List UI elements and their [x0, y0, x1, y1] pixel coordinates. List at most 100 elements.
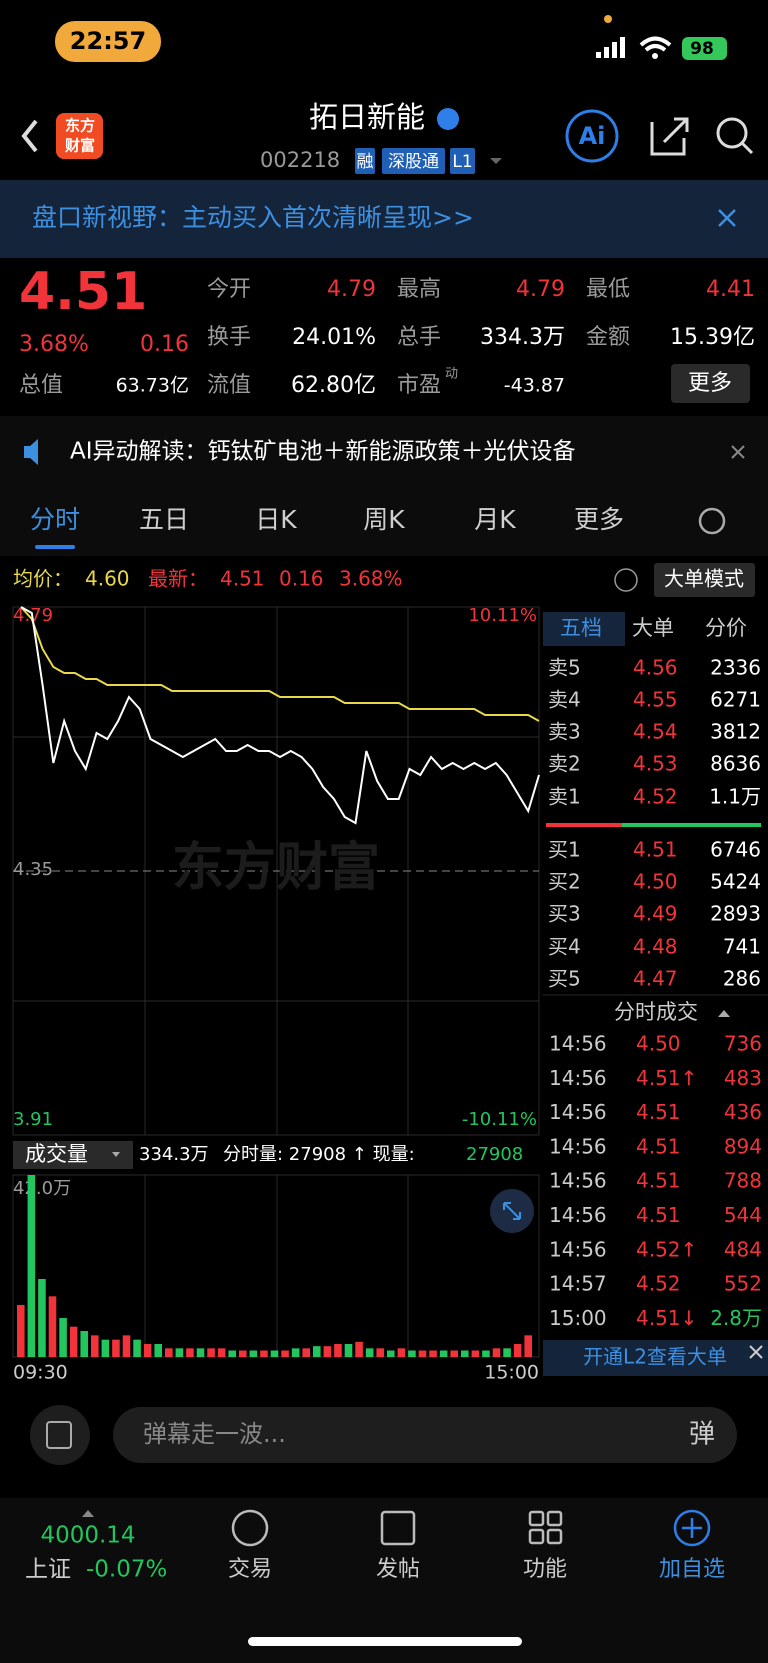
change-pct: 3.68%	[19, 332, 89, 357]
book-divider-green	[622, 823, 761, 827]
book-tab[interactable]: 五档	[560, 616, 602, 640]
mode-text[interactable]: 大单模式	[664, 567, 744, 591]
vol-label-bg[interactable]	[13, 1141, 133, 1169]
danmu-icon[interactable]: 弹	[689, 1420, 715, 1450]
nav-item[interactable]: 功能	[523, 1557, 567, 1582]
book-price: 4.51	[633, 838, 678, 862]
trade-price: 4.51	[636, 1203, 681, 1227]
tab[interactable]: 五日	[139, 505, 189, 534]
vol-bar	[112, 1339, 120, 1357]
vol-bar	[91, 1335, 99, 1357]
vol-bar	[513, 1344, 522, 1357]
more-text[interactable]: 更多	[688, 371, 732, 396]
avg-label: 均价：	[13, 567, 73, 591]
battery-level: 98	[690, 39, 714, 59]
nav-item[interactable]: 交易	[228, 1557, 272, 1582]
expand-icon	[503, 1202, 521, 1220]
ai-close[interactable]	[731, 445, 745, 459]
settings[interactable]	[698, 507, 726, 535]
nav-item[interactable]: 加自选	[659, 1557, 725, 1582]
vol-bar	[439, 1350, 448, 1357]
tab[interactable]: 周K	[363, 505, 405, 534]
vol-max: 42.0万	[13, 1178, 71, 1199]
field-label: 总手	[397, 325, 441, 350]
clock: 22:57	[70, 27, 146, 55]
tab[interactable]: 分时	[30, 505, 80, 534]
search-handle	[740, 141, 754, 155]
more-button[interactable]	[671, 364, 750, 403]
mode-button[interactable]	[654, 563, 755, 597]
trade-time: 14:56	[549, 1032, 607, 1056]
vol-bar	[133, 1339, 141, 1357]
add-plus	[682, 1518, 702, 1538]
trade-vol: 483	[724, 1066, 762, 1090]
tab[interactable]: 月K	[474, 505, 516, 534]
trades-title: 分时成交	[614, 1000, 698, 1024]
nav-item[interactable]: 发帖	[376, 1557, 420, 1582]
field-value: 4.79	[327, 277, 376, 302]
book-tab[interactable]: 大单	[632, 616, 674, 640]
book-vol: 1.1万	[709, 785, 761, 809]
trade-vol: 544	[724, 1203, 762, 1227]
search[interactable]	[716, 117, 748, 149]
comment-input[interactable]	[113, 1407, 737, 1463]
book-price: 4.53	[633, 752, 678, 776]
trade-vol: 736	[724, 1032, 762, 1056]
ai-button[interactable]	[565, 109, 619, 163]
field-value: 24.01%	[292, 325, 376, 350]
vol-bar	[27, 1175, 36, 1357]
vol-bar	[281, 1350, 289, 1357]
trade-vol: 788	[724, 1169, 762, 1193]
book-tab[interactable]: 分价	[705, 616, 747, 640]
field-value: 15.39亿	[670, 325, 755, 350]
field-value: 62.80亿	[291, 373, 376, 398]
y-label: 3.91	[13, 1109, 53, 1130]
ai-notice[interactable]: AI异动解读：钙钛矿电池＋新能源政策＋光伏设备	[70, 439, 576, 465]
help[interactable]	[614, 568, 638, 592]
tag-text: 融	[357, 152, 374, 172]
vol-bar	[503, 1348, 511, 1357]
book-name: 买2	[548, 870, 581, 894]
banner-bg[interactable]	[0, 180, 768, 258]
vol-bar	[376, 1348, 384, 1357]
vol-bar	[154, 1344, 162, 1357]
banner-close[interactable]	[718, 209, 736, 227]
trades-caret	[718, 1010, 730, 1017]
book-tab-active	[543, 612, 625, 646]
comment-placeholder[interactable]: 弹幕走一波...	[143, 1420, 286, 1448]
time-end: 15:00	[484, 1362, 539, 1384]
wifi-dot	[652, 53, 658, 59]
vol-bar	[429, 1350, 437, 1357]
trade-vol: 552	[724, 1272, 762, 1296]
trade-icon	[231, 1509, 269, 1547]
book-vol: 8636	[710, 752, 761, 776]
l2-bg[interactable]	[543, 1340, 768, 1376]
l2-close[interactable]	[749, 1345, 763, 1359]
time-pill	[55, 21, 161, 62]
vol-bar	[17, 1305, 25, 1357]
index-value[interactable]: 4000.14	[40, 1523, 135, 1549]
field-value: -43.87	[504, 375, 565, 397]
field-label: 流值	[207, 373, 251, 398]
vol-bar	[196, 1348, 205, 1357]
field-label: 总值	[19, 373, 63, 398]
dropdown[interactable]	[490, 158, 502, 164]
tab[interactable]: 更多	[574, 505, 624, 534]
vol-bar	[217, 1348, 226, 1357]
comment-icon[interactable]	[30, 1405, 90, 1465]
tabs-bg	[0, 488, 768, 556]
ai-bg	[0, 416, 768, 488]
watermark: 东方财富	[172, 838, 380, 898]
nav-bg	[0, 1498, 768, 1663]
tab[interactable]: 日K	[255, 505, 297, 534]
banner-text[interactable]: 盘口新视野：主动买入首次清晰呈现>>	[32, 203, 474, 232]
book-vol: 2893	[710, 902, 761, 926]
share[interactable]	[650, 117, 689, 156]
back[interactable]	[21, 119, 38, 153]
field-label: 最高	[397, 277, 441, 302]
field-label: 最低	[586, 277, 630, 302]
l2-text[interactable]: 开通L2查看大单	[583, 1345, 727, 1369]
vol-bar	[387, 1350, 395, 1357]
book-price: 4.54	[633, 720, 678, 744]
